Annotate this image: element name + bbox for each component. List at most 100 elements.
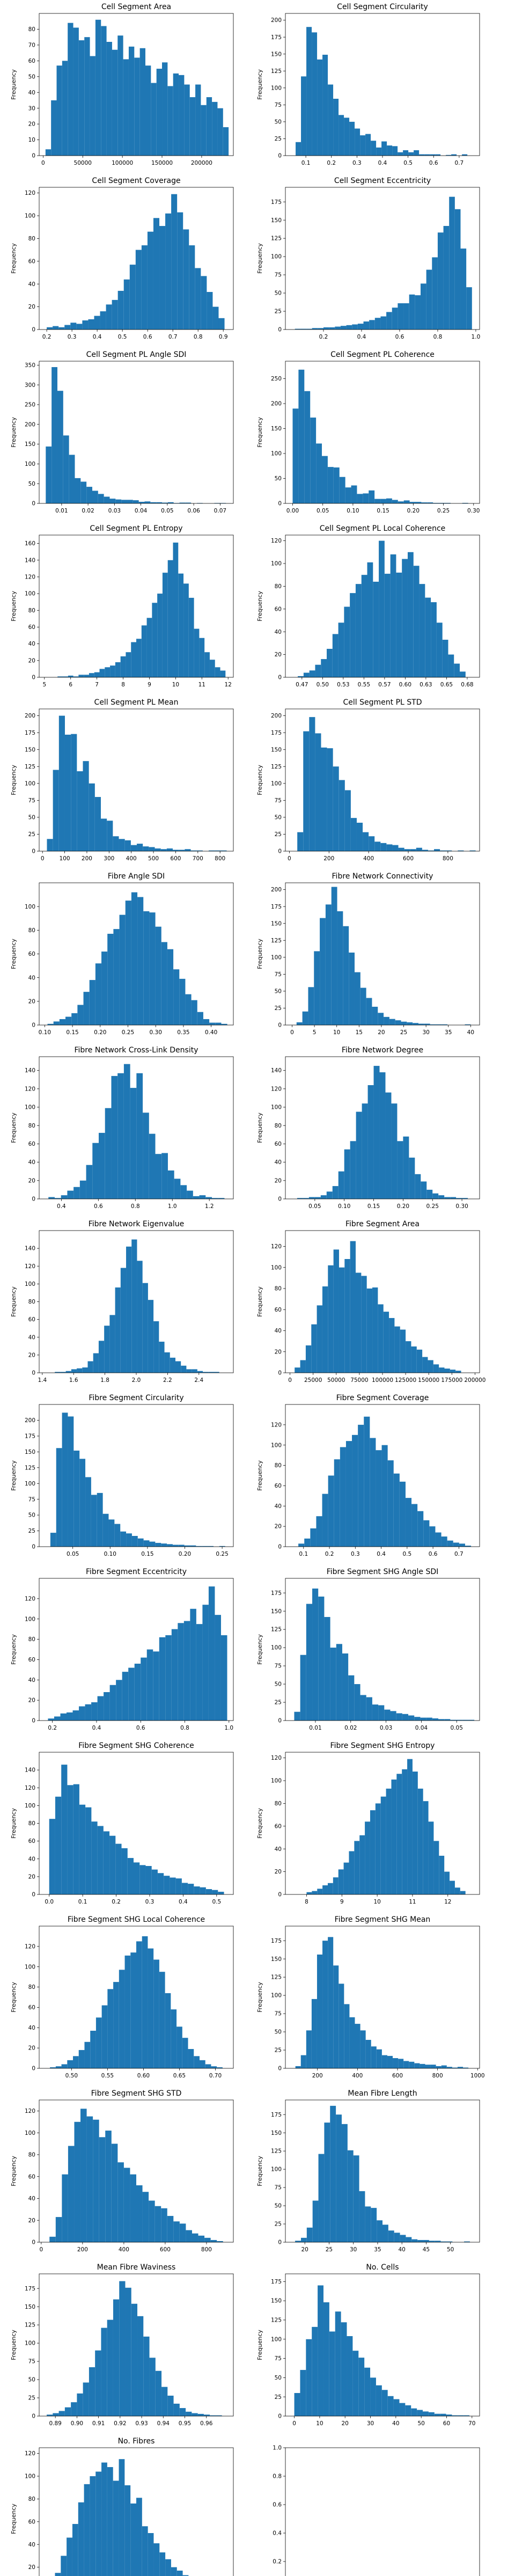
histogram-bar bbox=[430, 2065, 436, 2068]
histogram-bar bbox=[210, 2240, 217, 2242]
histogram-bar bbox=[182, 2038, 188, 2068]
histogram-bar bbox=[101, 26, 107, 156]
histogram-bar bbox=[187, 1190, 193, 1199]
histogram-bar bbox=[212, 101, 218, 156]
histogram-bar bbox=[389, 1019, 395, 1025]
histogram-bar bbox=[434, 2413, 440, 2416]
histogram-bar bbox=[316, 1516, 322, 1547]
histogram-bar bbox=[202, 1605, 209, 1721]
histogram-bar bbox=[356, 823, 363, 851]
y-tick-label: 0 bbox=[32, 1718, 35, 1724]
y-tick-label: 25 bbox=[275, 1700, 282, 1706]
histogram-bar bbox=[349, 1851, 355, 1894]
histogram-bar bbox=[456, 1719, 462, 1721]
histogram-bar bbox=[372, 1287, 378, 1373]
y-tick-label: 25 bbox=[275, 309, 282, 315]
histogram-bar bbox=[381, 2055, 387, 2068]
histogram-bar bbox=[414, 1717, 421, 1721]
histogram-bar bbox=[217, 2241, 223, 2242]
x-tick-label: 40 bbox=[392, 2420, 399, 2427]
histogram-bar bbox=[417, 1788, 423, 1894]
histogram-bar bbox=[374, 499, 381, 503]
y-tick-label: 175 bbox=[271, 34, 282, 41]
histogram-bar bbox=[439, 1367, 445, 1373]
histogram-bar bbox=[198, 2235, 205, 2242]
chart-title: Cell Segment Eccentricity bbox=[334, 177, 431, 185]
histogram-bar bbox=[402, 559, 408, 677]
histogram-bar bbox=[115, 662, 121, 677]
y-tick-label: 80 bbox=[28, 927, 35, 934]
histogram-bar bbox=[161, 2208, 167, 2242]
histogram-bar bbox=[223, 127, 229, 156]
y-tick-label: 80 bbox=[28, 2496, 35, 2502]
histogram-bar bbox=[112, 299, 118, 330]
histogram-bar bbox=[426, 1189, 433, 1199]
histogram-bar bbox=[91, 1821, 98, 1894]
x-tick-label: 175000 bbox=[441, 1377, 462, 1384]
histogram-bar bbox=[318, 1596, 325, 1721]
histogram-bar bbox=[414, 2063, 420, 2068]
chart-title: Fibre Segment SHG Entropy bbox=[330, 1741, 435, 1750]
x-tick-label: 0.15 bbox=[141, 1551, 153, 1557]
histogram-bar bbox=[387, 2396, 394, 2416]
histogram-bar bbox=[422, 1357, 428, 1373]
histogram-bar bbox=[143, 1540, 150, 1547]
histogram-bar bbox=[92, 1143, 99, 1199]
histogram-bar bbox=[373, 1066, 380, 1199]
x-tick-label: 20 bbox=[301, 2246, 308, 2253]
y-tick-label: 120 bbox=[25, 1596, 35, 1602]
histogram-bar bbox=[79, 1706, 85, 1721]
x-tick-label: 0.8 bbox=[131, 1203, 140, 1210]
x-tick-label: 100 bbox=[60, 855, 70, 862]
histogram-bar bbox=[112, 49, 118, 156]
y-tick-label: 200 bbox=[25, 713, 35, 719]
x-tick-label: 0.5 bbox=[403, 1551, 412, 1557]
y-tick-label: 40 bbox=[28, 90, 35, 96]
histogram-bar bbox=[215, 1615, 221, 1721]
x-tick-label: 0.3 bbox=[352, 160, 362, 166]
histogram-bar bbox=[460, 248, 467, 330]
histogram-bar bbox=[201, 276, 207, 330]
histogram-bar bbox=[188, 2049, 194, 2068]
histogram-bar bbox=[204, 652, 210, 677]
histogram-bar bbox=[460, 671, 466, 677]
histogram-bar bbox=[391, 1103, 398, 1199]
histogram-bar bbox=[221, 1023, 227, 1025]
histogram-bar bbox=[295, 2241, 301, 2242]
histogram-bar bbox=[199, 2060, 205, 2068]
x-tick-label: 0.06 bbox=[187, 508, 200, 514]
histogram-bar bbox=[160, 849, 167, 851]
y-tick-label: 50 bbox=[275, 989, 282, 995]
histogram-bar bbox=[212, 306, 219, 330]
histogram-bar bbox=[306, 328, 312, 330]
histogram-bar bbox=[117, 1073, 124, 1199]
y-tick-label: 40 bbox=[275, 629, 282, 635]
panel-mean-fibre-length: Mean Fibre Length 20 25 30 35 40 45 50 0 25 50 75 10… bbox=[256, 2089, 480, 2253]
histogram-bar bbox=[310, 1528, 317, 1547]
histogram-bar bbox=[423, 1520, 430, 1547]
y-tick-label: 75 bbox=[28, 797, 35, 804]
y-tick-label: 40 bbox=[28, 1677, 35, 1684]
histogram-bar bbox=[123, 1064, 130, 1199]
histogram-bar bbox=[109, 1685, 116, 1721]
histogram-bar bbox=[380, 1796, 386, 1894]
y-tick-label: 150 bbox=[25, 441, 35, 448]
histogram-bar bbox=[95, 2017, 102, 2068]
y-tick-label: 40 bbox=[28, 1334, 35, 1341]
histogram-bar bbox=[346, 325, 352, 330]
x-tick-label: 0.10 bbox=[347, 508, 359, 514]
y-tick-label: 100 bbox=[271, 85, 282, 91]
y-tick-label: 125 bbox=[25, 1465, 35, 1471]
histogram-bar bbox=[164, 1876, 170, 1894]
y-axis-label: Frequency bbox=[10, 1286, 17, 1317]
histogram-bar bbox=[73, 676, 79, 677]
histogram-bar bbox=[354, 972, 360, 1025]
histogram-bar bbox=[99, 2137, 106, 2242]
y-tick-label: 100 bbox=[25, 2473, 35, 2480]
y-tick-label: 120 bbox=[25, 190, 35, 196]
x-tick-label: 0.60 bbox=[399, 682, 411, 688]
x-tick-label: 10 bbox=[172, 682, 179, 688]
histogram-bar bbox=[188, 1884, 194, 1894]
histogram-bar bbox=[298, 1543, 305, 1547]
y-tick-label: 30 bbox=[28, 105, 35, 112]
